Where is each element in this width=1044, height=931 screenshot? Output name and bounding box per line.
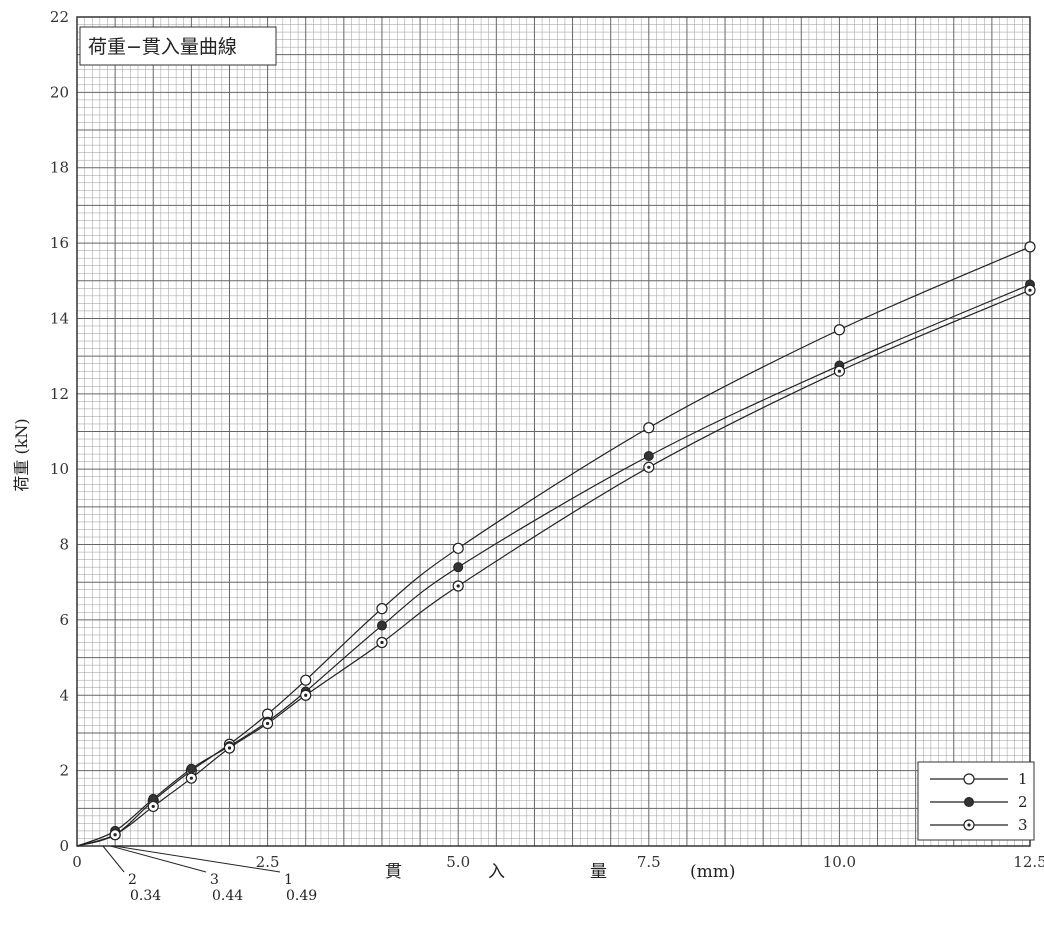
series-1-point xyxy=(833,324,846,336)
series-3-point xyxy=(223,742,236,754)
series-3-point xyxy=(376,636,388,649)
series-3-line xyxy=(76,289,1031,847)
y-tick-label: 16 xyxy=(50,234,69,252)
offset-leader-3 xyxy=(110,845,207,873)
y-tick-labels: 0 2 4 6 8 10 12 14 16 18 20 22 xyxy=(50,8,69,855)
offset-index-1: 1 xyxy=(284,872,293,888)
x-axis-title-char-2: 入 xyxy=(488,862,505,882)
series-2-point xyxy=(186,763,197,774)
y-tick-label: 10 xyxy=(50,460,69,478)
zero-offset-annotations: 10.49 20.34 30.44 xyxy=(102,845,317,904)
y-tick-label: 14 xyxy=(50,309,69,327)
legend-marker xyxy=(963,773,975,785)
x-axis-title-char-3: 量 xyxy=(590,862,607,882)
series-1-point xyxy=(376,603,388,615)
offset-index-3: 3 xyxy=(210,872,219,888)
y-tick-label: 12 xyxy=(50,385,69,403)
y-tick-label: 0 xyxy=(59,837,69,855)
offset-value-2: 0.34 xyxy=(130,888,161,904)
series-3-point xyxy=(643,461,655,473)
y-tick-label: 20 xyxy=(50,83,69,101)
series-2-point xyxy=(643,450,654,461)
major-grid xyxy=(76,16,1031,847)
series-2-point xyxy=(376,620,387,631)
series-2-point xyxy=(453,562,464,573)
title-box xyxy=(79,26,277,66)
x-tick-label: 7.5 xyxy=(637,853,661,871)
series-1-line xyxy=(76,246,1031,847)
x-tick-labels: 0 2.5 5.0 7.5 10.0 12.5 xyxy=(72,853,1044,871)
legend-marker xyxy=(963,819,975,831)
x-axis-unit: (mm) xyxy=(690,862,736,882)
legend-item-3: 3 xyxy=(930,816,1028,834)
series-3-point xyxy=(833,365,846,377)
plot-frame xyxy=(76,16,1031,847)
x-axis-title-char-1: 貫 xyxy=(385,862,402,882)
legend-item-1: 1 xyxy=(930,770,1028,788)
offset-leader-1 xyxy=(114,845,281,873)
legend-item-2: 2 xyxy=(930,793,1028,811)
legend: 1 2 3 xyxy=(917,761,1035,841)
legend-marker xyxy=(964,797,974,807)
series-lines xyxy=(76,246,1031,847)
series-1-point xyxy=(643,422,655,434)
series-3-point xyxy=(185,772,197,784)
series-3-point xyxy=(452,580,464,592)
series-1-point xyxy=(452,542,464,554)
offset-index-2: 2 xyxy=(128,872,137,888)
series-2-line xyxy=(76,283,1031,847)
y-tick-label: 4 xyxy=(59,686,69,704)
x-tick-label: 12.5 xyxy=(1013,853,1044,871)
x-tick-label: 2.5 xyxy=(256,853,280,871)
legend-label: 2 xyxy=(1018,793,1028,811)
x-tick-label: 5.0 xyxy=(446,853,470,871)
series-3-point xyxy=(262,717,274,730)
x-tick-label: 10.0 xyxy=(823,853,856,871)
series-3-point xyxy=(147,800,159,813)
series-3-point xyxy=(1024,284,1036,296)
y-tick-label: 2 xyxy=(59,762,69,780)
y-tick-label: 8 xyxy=(59,536,69,554)
offset-value-3: 0.44 xyxy=(212,888,243,904)
legend-label: 1 xyxy=(1018,770,1028,788)
series-3-point xyxy=(300,689,312,701)
y-tick-label: 18 xyxy=(50,159,69,177)
series-3-point xyxy=(109,829,121,841)
series-1-point xyxy=(1024,241,1036,253)
y-tick-label: 6 xyxy=(59,611,69,629)
legend-box xyxy=(917,761,1035,841)
y-tick-label: 22 xyxy=(50,8,69,26)
series-markers xyxy=(109,241,1036,841)
y-axis-title: 荷重 (kN) xyxy=(12,418,31,491)
offset-leader-2 xyxy=(102,845,125,873)
x-tick-label: 0 xyxy=(72,853,82,871)
offset-value-1: 0.49 xyxy=(286,888,317,904)
chart-title: 荷重−貫入量曲線 xyxy=(88,36,237,58)
legend-label: 3 xyxy=(1018,816,1028,834)
series-1-point xyxy=(300,674,312,686)
